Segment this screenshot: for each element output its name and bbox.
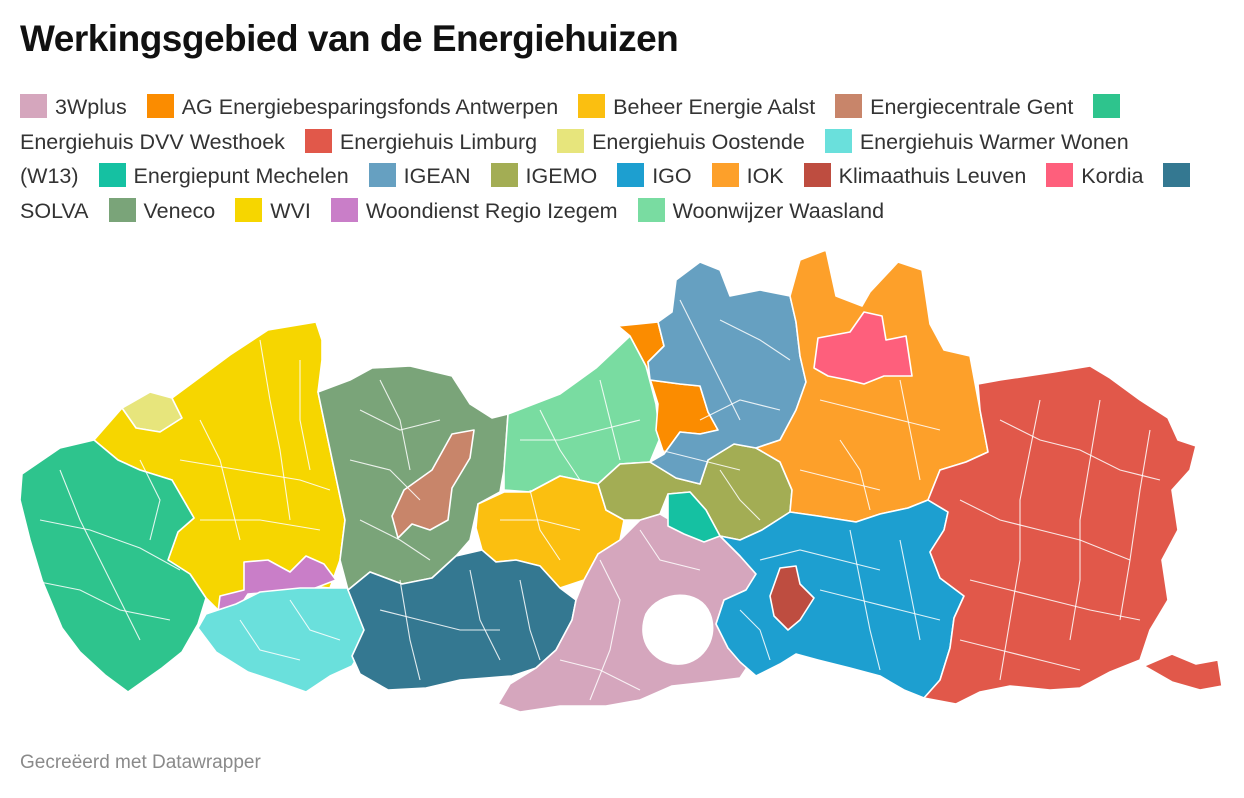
- legend-label: IOK: [746, 164, 784, 189]
- legend-swatch: [803, 163, 831, 188]
- legend-item[interactable]: SOLVA: [20, 163, 1198, 223]
- legend-swatch: [146, 94, 174, 118]
- legend-item[interactable]: Kordia: [1046, 163, 1144, 189]
- legend-label: Energiecentrale Gent: [870, 95, 1074, 119]
- legend-swatch: [1046, 163, 1074, 188]
- legend-item[interactable]: IGEAN: [368, 163, 471, 189]
- legend-swatch: [330, 197, 358, 222]
- legend-item[interactable]: AG Energiebesparingsfonds Antwerpen: [146, 94, 559, 119]
- legend-label: WVI: [270, 198, 311, 223]
- legend-item[interactable]: Klimaathuis Leuven: [803, 163, 1027, 189]
- legend-item[interactable]: IOK: [711, 163, 784, 189]
- legend-swatch: [1163, 163, 1191, 188]
- legend-swatch: [1093, 94, 1121, 118]
- region-energiehuis-limburg-voeren[interactable]: [1143, 653, 1223, 691]
- legend-label: Veneco: [143, 198, 216, 223]
- region-igean[interactable]: [647, 261, 807, 485]
- region-energiehuis-warmer-wonen[interactable]: [197, 587, 369, 693]
- legend-swatch: [368, 163, 396, 188]
- legend-item[interactable]: Energiehuis Oostende: [557, 128, 805, 154]
- legend-label: IGEAN: [403, 164, 471, 189]
- legend-item[interactable]: 3Wplus: [20, 94, 127, 119]
- legend-label: Woonwijzer Waasland: [672, 198, 885, 223]
- legend-item[interactable]: Veneco: [108, 197, 216, 223]
- region-kordia[interactable]: [813, 311, 913, 385]
- legend-swatch: [637, 197, 665, 222]
- legend-label: IGEMO: [525, 164, 598, 189]
- legend-label: Energiehuis DVV Westhoek: [20, 129, 285, 154]
- legend-label: Klimaathuis Leuven: [838, 164, 1027, 189]
- region-klimaathuis-leuven[interactable]: [769, 565, 815, 631]
- legend-item[interactable]: Woondienst Regio Izegem: [330, 197, 618, 223]
- legend-label: 3Wplus: [55, 95, 127, 119]
- legend-item[interactable]: Woonwijzer Waasland: [637, 197, 885, 223]
- legend-item[interactable]: Energiehuis Warmer Wonen (W13): [20, 128, 1129, 189]
- municipal-borders: [29, 299, 1161, 701]
- flanders-map: [19, 249, 1223, 713]
- region-energiecentrale-gent[interactable]: [391, 429, 475, 539]
- footer-credit: Gecreëerd met Datawrapper: [20, 752, 261, 773]
- legend-swatch: [108, 197, 136, 222]
- legend-label: Energiehuis Oostende: [592, 129, 805, 154]
- legend-item[interactable]: IGO: [617, 163, 692, 189]
- legend-label: IGO: [652, 164, 692, 189]
- legend-swatch: [824, 128, 852, 153]
- legend-swatch: [304, 128, 332, 153]
- legend-label: SOLVA: [20, 198, 89, 223]
- legend-label: Energiehuis Warmer Wonen (W13): [20, 129, 1129, 189]
- legend-swatch: [578, 94, 606, 118]
- legend-item[interactable]: Energiehuis DVV Westhoek: [20, 94, 1128, 154]
- legend-swatch: [617, 163, 645, 188]
- map-title: Werkingsgebied van de Energiehuizen: [20, 18, 679, 59]
- legend-swatch: [20, 94, 47, 118]
- region-energiepunt-mechelen[interactable]: [667, 491, 721, 543]
- legend-label: Energiehuis Limburg: [339, 129, 538, 154]
- legend-label: Kordia: [1081, 164, 1144, 189]
- legend-item[interactable]: Beheer Energie Aalst: [578, 94, 816, 119]
- legend-swatch: [835, 94, 863, 118]
- legend-item[interactable]: IGEMO: [490, 163, 598, 189]
- legend: 3Wplus AG Energiebesparingsfonds Antwerp…: [20, 90, 1200, 228]
- legend-item[interactable]: Energiehuis Limburg: [304, 128, 538, 154]
- legend-swatch: [98, 163, 126, 188]
- legend-label: AG Energiebesparingsfonds Antwerpen: [181, 95, 559, 119]
- legend-swatch: [235, 197, 263, 222]
- legend-swatch: [711, 163, 739, 188]
- legend-label: Woondienst Regio Izegem: [365, 198, 618, 223]
- legend-item[interactable]: WVI: [235, 197, 311, 223]
- legend-swatch: [490, 163, 518, 188]
- legend-label: Beheer Energie Aalst: [613, 95, 816, 119]
- legend-swatch: [557, 128, 585, 153]
- legend-item[interactable]: Energiecentrale Gent: [835, 94, 1074, 119]
- legend-label: Energiepunt Mechelen: [133, 164, 349, 189]
- legend-item[interactable]: Energiepunt Mechelen: [98, 163, 349, 189]
